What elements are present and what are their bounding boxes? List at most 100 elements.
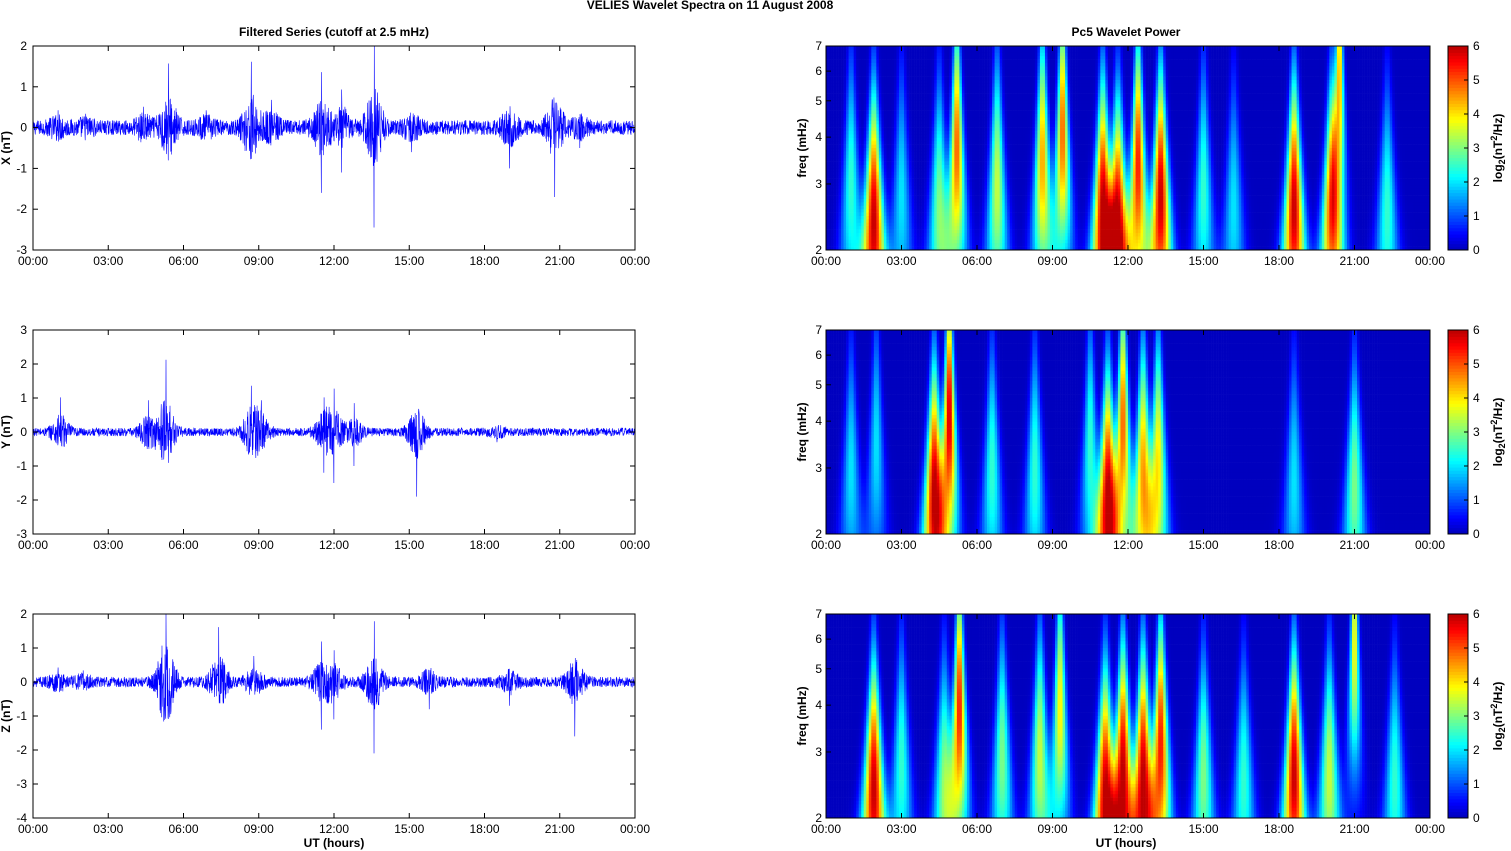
x-tick-label: 21:00 bbox=[545, 822, 575, 836]
x-tick-label: 03:00 bbox=[886, 254, 916, 268]
colorbar-tick-label: 2 bbox=[1473, 175, 1480, 189]
y-axis-label: X (nT) bbox=[0, 131, 13, 165]
y-tick-label: 2 bbox=[20, 607, 27, 621]
x-tick-label: 15:00 bbox=[1188, 822, 1218, 836]
y-tick-label: -2 bbox=[16, 743, 27, 757]
y-tick-label: 1 bbox=[20, 391, 27, 405]
y-tick-label: 5 bbox=[815, 94, 822, 108]
colorbar-label: log2(nT2/Hz) bbox=[1489, 398, 1507, 467]
x-tick-label: 21:00 bbox=[1339, 822, 1369, 836]
colorbar: 0 1 2 3 4 5 6 log2(nT2/Hz) bbox=[1448, 323, 1507, 541]
x-tick-label: 00:00 bbox=[811, 254, 841, 268]
colorbar-tick-label: 5 bbox=[1473, 641, 1480, 655]
x-tick-label: 18:00 bbox=[469, 254, 499, 268]
x-tick-label: 06:00 bbox=[962, 254, 992, 268]
y-tick-label: 0 bbox=[20, 425, 27, 439]
colorbar-tick-label: 4 bbox=[1473, 107, 1480, 121]
y-tick-label: 0 bbox=[20, 675, 27, 689]
y-tick-label: 6 bbox=[815, 348, 822, 362]
x-tick-label: 21:00 bbox=[1339, 538, 1369, 552]
y-tick-label: 3 bbox=[815, 177, 822, 191]
panel-title-filtered: Filtered Series (cutoff at 2.5 mHz) bbox=[239, 25, 429, 39]
y-axis-label: freq (mHz) bbox=[795, 686, 809, 745]
y-tick-label: -1 bbox=[16, 459, 27, 473]
x-tick-label: 09:00 bbox=[244, 254, 274, 268]
x-tick-label: 00:00 bbox=[1415, 538, 1445, 552]
x-tick-label: 21:00 bbox=[1339, 254, 1369, 268]
x-tick-label: 12:00 bbox=[1113, 254, 1143, 268]
x-tick-label: 00:00 bbox=[18, 538, 48, 552]
colorbar-tick-label: 1 bbox=[1473, 777, 1480, 791]
x-tick-label: 03:00 bbox=[93, 538, 123, 552]
x-tick-label: 00:00 bbox=[811, 822, 841, 836]
colorbar-tick-label: 5 bbox=[1473, 73, 1480, 87]
y-tick-label: -1 bbox=[16, 161, 27, 175]
x-tick-label: 18:00 bbox=[469, 538, 499, 552]
y-tick-label: -3 bbox=[16, 777, 27, 791]
colorbar-tick-label: 5 bbox=[1473, 357, 1480, 371]
x-tick-label: 06:00 bbox=[168, 822, 198, 836]
y-tick-label: 7 bbox=[815, 323, 822, 337]
colorbar-tick-label: 3 bbox=[1473, 141, 1480, 155]
y-tick-label: -1 bbox=[16, 709, 27, 723]
x-tick-label: 00:00 bbox=[620, 822, 650, 836]
x-tick-label: 12:00 bbox=[1113, 538, 1143, 552]
x-axis-label-wavelet: UT (hours) bbox=[1096, 836, 1157, 850]
y-tick-label: -2 bbox=[16, 493, 27, 507]
x-tick-label: 06:00 bbox=[962, 538, 992, 552]
colorbar-tick-label: 3 bbox=[1473, 425, 1480, 439]
x-tick-label: 18:00 bbox=[1264, 538, 1294, 552]
x-tick-label: 09:00 bbox=[244, 538, 274, 552]
x-tick-label: 06:00 bbox=[168, 254, 198, 268]
colorbar-tick-label: 2 bbox=[1473, 459, 1480, 473]
x-tick-label: 18:00 bbox=[1264, 254, 1294, 268]
x-tick-label: 15:00 bbox=[394, 822, 424, 836]
x-tick-label: 03:00 bbox=[93, 254, 123, 268]
x-tick-label: 00:00 bbox=[811, 538, 841, 552]
colorbar-tick-label: 1 bbox=[1473, 209, 1480, 223]
y-axis-label: freq (mHz) bbox=[795, 402, 809, 461]
heatmap-cells bbox=[826, 46, 1430, 250]
x-tick-label: 00:00 bbox=[620, 538, 650, 552]
y-tick-label: 4 bbox=[815, 698, 822, 712]
x-tick-label: 12:00 bbox=[319, 822, 349, 836]
y-tick-label: 0 bbox=[20, 121, 27, 135]
y-tick-label: 4 bbox=[815, 414, 822, 428]
y-tick-label: 4 bbox=[815, 130, 822, 144]
x-tick-label: 12:00 bbox=[319, 538, 349, 552]
y-axis-label: freq (mHz) bbox=[795, 118, 809, 177]
x-tick-label: 18:00 bbox=[1264, 822, 1294, 836]
x-tick-label: 09:00 bbox=[1037, 822, 1067, 836]
x-tick-label: 12:00 bbox=[1113, 822, 1143, 836]
y-tick-label: 3 bbox=[815, 461, 822, 475]
colorbar-tick-label: 1 bbox=[1473, 493, 1480, 507]
colorbar-tick-label: 0 bbox=[1473, 243, 1480, 257]
colorbar-tick-label: 6 bbox=[1473, 323, 1480, 337]
colorbar-tick-label: 4 bbox=[1473, 391, 1480, 405]
x-tick-label: 09:00 bbox=[1037, 538, 1067, 552]
panel-x-series: Filtered Series (cutoff at 2.5 mHz) -3-2… bbox=[0, 25, 650, 268]
figure-title: VELIES Wavelet Spectra on 11 August 2008 bbox=[587, 0, 834, 12]
x-tick-label: 00:00 bbox=[18, 822, 48, 836]
y-tick-label: 1 bbox=[20, 641, 27, 655]
x-tick-label: 09:00 bbox=[1037, 254, 1067, 268]
y-tick-label: 2 bbox=[20, 357, 27, 371]
heatmap-cells bbox=[826, 330, 1430, 534]
colorbar-tick-label: 2 bbox=[1473, 743, 1480, 757]
colorbar-tick-label: 0 bbox=[1473, 527, 1480, 541]
colorbar-tick-label: 4 bbox=[1473, 675, 1480, 689]
x-tick-label: 00:00 bbox=[1415, 822, 1445, 836]
y-tick-label: 7 bbox=[815, 39, 822, 53]
y-tick-label: 3 bbox=[20, 323, 27, 337]
y-axis-label: Z (nT) bbox=[0, 699, 13, 732]
